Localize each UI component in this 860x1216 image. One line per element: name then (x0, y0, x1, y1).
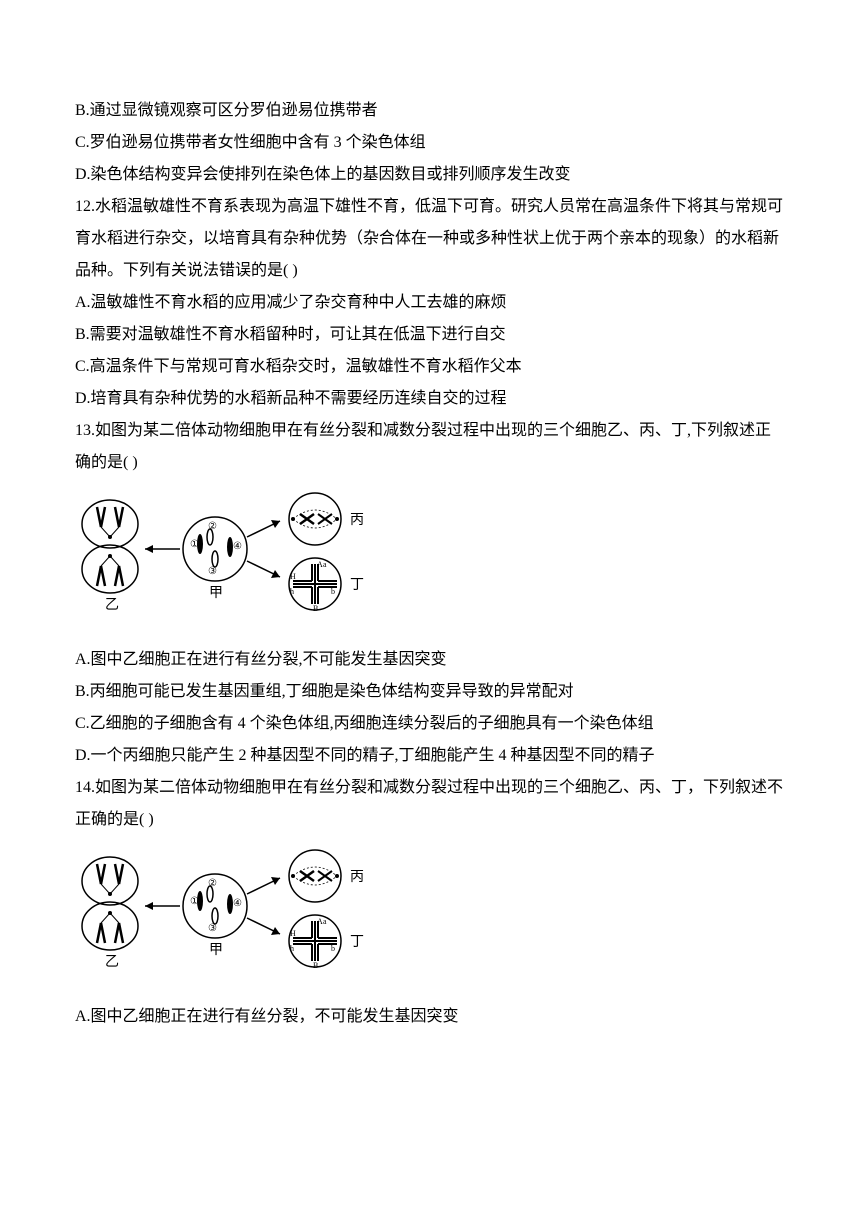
question-13: 13.如图为某二倍体动物细胞甲在有丝分裂和减数分裂过程中出现的三个细胞乙、丙、丁… (75, 415, 785, 479)
q13-option-d: D.一个丙细胞只能产生 2 种基因型不同的精子,丁细胞能产生 4 种基因型不同的… (75, 740, 785, 772)
svg-text:丁: 丁 (350, 578, 364, 593)
svg-text:丁: 丁 (350, 935, 364, 950)
svg-text:H: H (290, 929, 296, 938)
svg-text:丙: 丙 (350, 513, 364, 528)
q13-option-a: A.图中乙细胞正在进行有丝分裂,不可能发生基因突变 (75, 644, 785, 676)
svg-text:②: ② (208, 521, 217, 532)
cell-jia-2: ① ② ③ ④ 甲 (183, 874, 247, 958)
q12-option-d: D.培育具有杂种优势的水稻新品种不需要经历连续自交的过程 (75, 383, 785, 415)
svg-text:B: B (313, 604, 318, 613)
cell-bing: 丙 (289, 493, 364, 545)
option-d: D.染色体结构变异会使排列在染色体上的基因数目或排列顺序发生改变 (75, 159, 785, 191)
svg-text:甲: 甲 (209, 943, 223, 958)
diagram-q13: 乙 ① ② ③ ④ 甲 (75, 489, 785, 634)
cell-ding: A a H h B b 丁 (289, 558, 364, 613)
cell-yi: 乙 (82, 500, 138, 613)
diagram-q14: 乙 ① ② ③ ④ 甲 (75, 846, 785, 991)
svg-text:h: h (290, 587, 294, 596)
question-12: 12.水稻温敏雄性不育系表现为高温下雄性不育，低温下可育。研究人员常在高温条件下… (75, 191, 785, 287)
svg-text:b: b (331, 944, 335, 953)
svg-text:丙: 丙 (350, 870, 364, 885)
cell-bing-2: 丙 (289, 850, 364, 902)
q13-option-b: B.丙细胞可能已发生基因重组,丁细胞是染色体结构变异导致的异常配对 (75, 676, 785, 708)
q12-option-a: A.温敏雄性不育水稻的应用减少了杂交育种中人工去雄的麻烦 (75, 287, 785, 319)
cell-diagram-svg: 乙 ① ② ③ ④ 甲 (75, 489, 385, 634)
svg-text:h: h (290, 944, 294, 953)
svg-text:①: ① (190, 539, 199, 550)
svg-text:a: a (323, 560, 327, 569)
q14-option-a: A.图中乙细胞正在进行有丝分裂，不可能发生基因突变 (75, 1001, 785, 1033)
option-c: C.罗伯逊易位携带者女性细胞中含有 3 个染色体组 (75, 127, 785, 159)
svg-text:a: a (323, 917, 327, 926)
q13-option-c: C.乙细胞的子细胞含有 4 个染色体组,丙细胞连续分裂后的子细胞具有一个染色体组 (75, 708, 785, 740)
q12-option-c: C.高温条件下与常规可育水稻杂交时，温敏雄性不育水稻作父本 (75, 351, 785, 383)
svg-text:③: ③ (208, 566, 217, 577)
svg-text:甲: 甲 (209, 586, 223, 601)
svg-text:乙: 乙 (105, 597, 119, 613)
svg-text:④: ④ (233, 541, 242, 552)
svg-text:H: H (290, 572, 296, 581)
cell-diagram-svg-2: 乙 ① ② ③ ④ 甲 (75, 846, 385, 991)
svg-text:乙: 乙 (105, 954, 119, 970)
svg-text:②: ② (208, 878, 217, 889)
question-14: 14.如图为某二倍体动物细胞甲在有丝分裂和减数分裂过程中出现的三个细胞乙、丙、丁… (75, 772, 785, 836)
cell-yi-2: 乙 (82, 857, 138, 970)
svg-text:B: B (313, 961, 318, 970)
svg-text:④: ④ (233, 898, 242, 909)
cell-ding-2: A a H h B b 丁 (289, 915, 364, 970)
q12-option-b: B.需要对温敏雄性不育水稻留种时，可让其在低温下进行自交 (75, 319, 785, 351)
option-b: B.通过显微镜观察可区分罗伯逊易位携带者 (75, 95, 785, 127)
svg-text:③: ③ (208, 923, 217, 934)
svg-text:①: ① (190, 896, 199, 907)
svg-text:b: b (331, 587, 335, 596)
cell-jia: ① ② ③ ④ 甲 (183, 517, 247, 601)
